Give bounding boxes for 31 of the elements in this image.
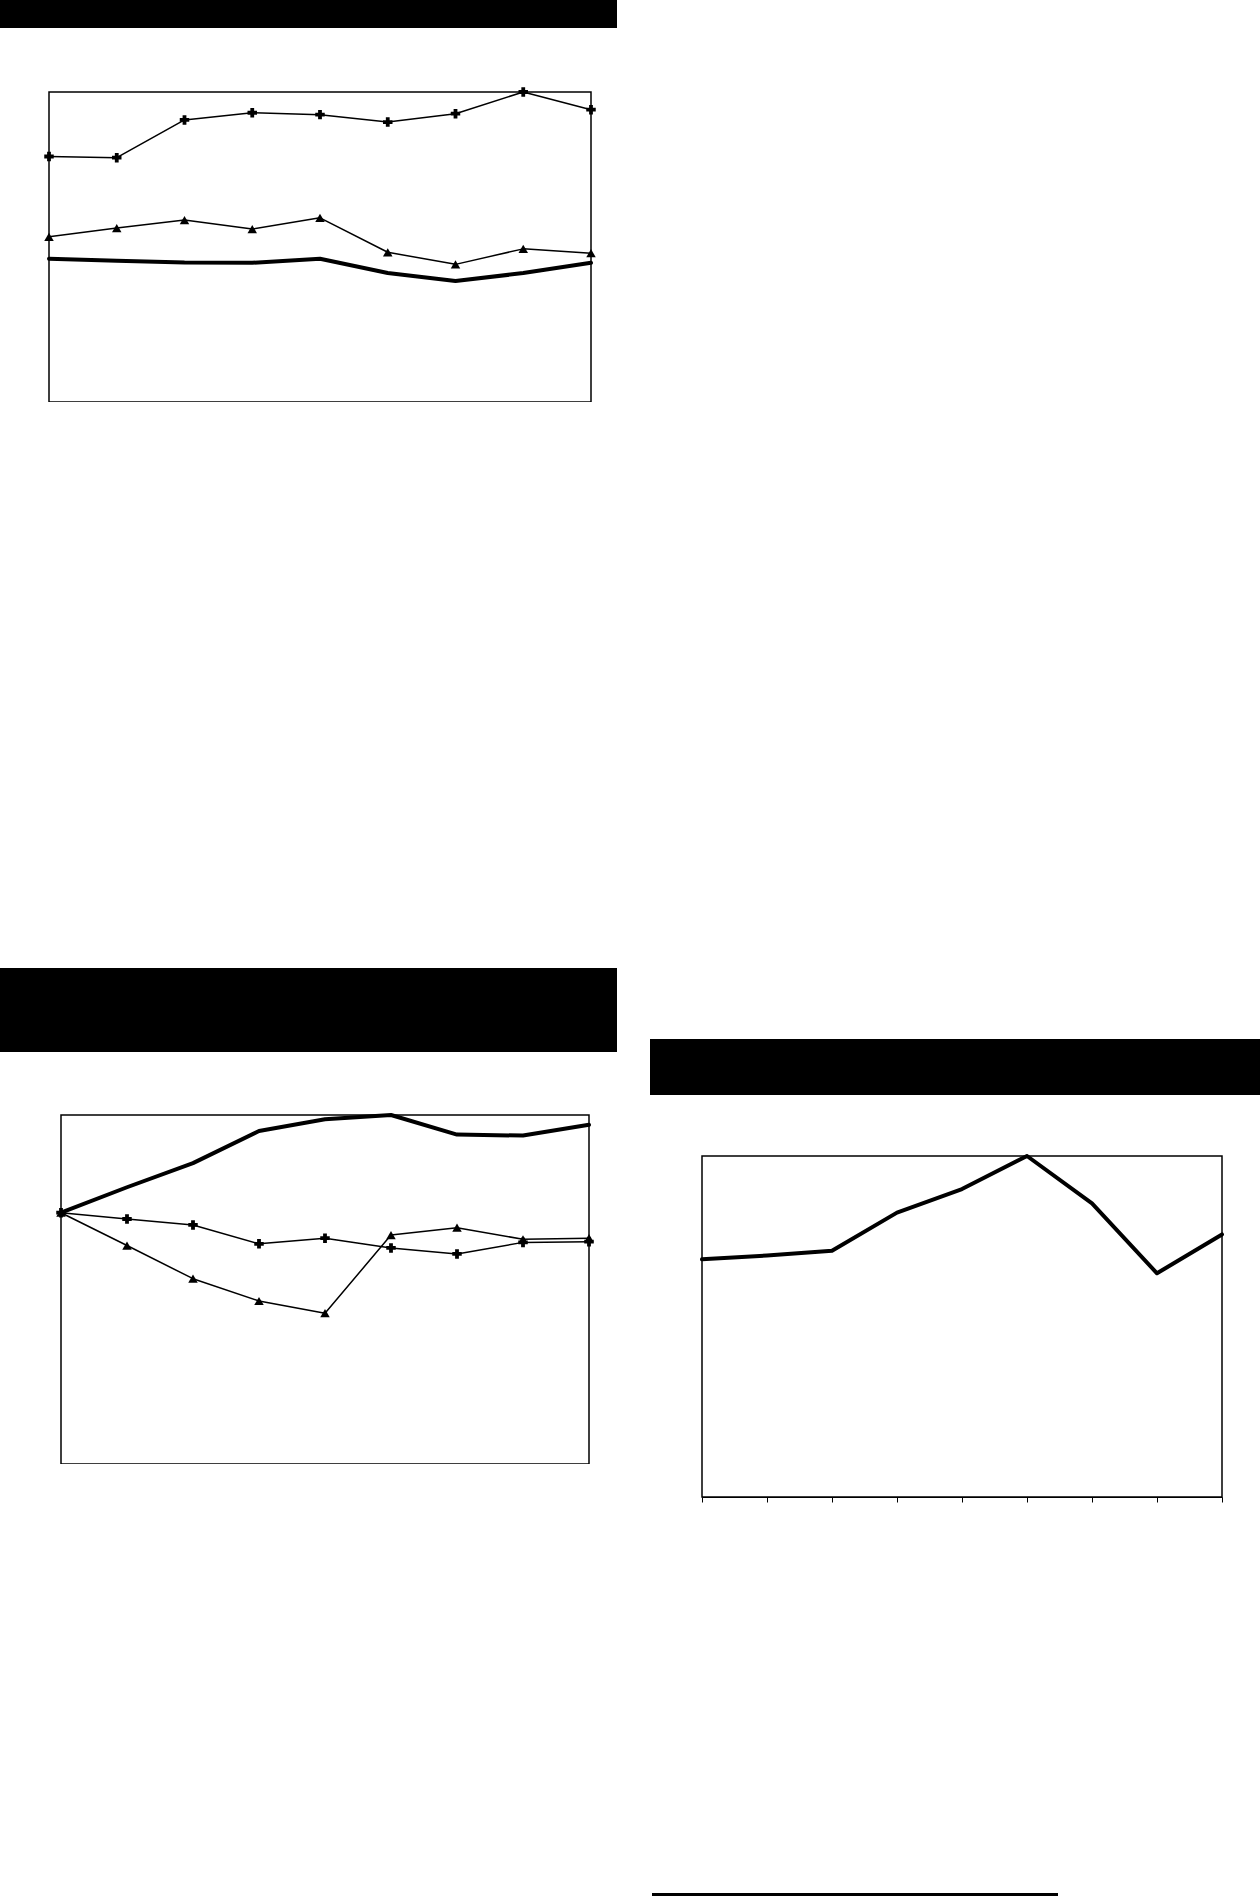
point	[452, 1223, 462, 1232]
point	[112, 223, 122, 233]
point	[247, 108, 257, 118]
point	[386, 1243, 396, 1253]
point	[452, 1249, 462, 1259]
point	[122, 1241, 132, 1250]
point	[518, 244, 528, 253]
point	[247, 224, 257, 234]
point	[383, 248, 393, 257]
point	[315, 109, 325, 120]
point	[586, 249, 596, 258]
point	[586, 104, 596, 115]
point	[320, 1309, 330, 1318]
point	[315, 213, 325, 222]
point	[254, 1296, 264, 1306]
point	[386, 1230, 396, 1240]
point	[518, 1235, 528, 1244]
point	[450, 260, 461, 269]
point	[584, 1234, 594, 1243]
point	[254, 1239, 264, 1249]
point	[320, 1233, 330, 1243]
point	[179, 115, 190, 125]
point	[122, 1214, 132, 1224]
point	[44, 151, 54, 162]
point	[518, 87, 528, 97]
point	[188, 1274, 198, 1283]
point	[179, 215, 190, 225]
point	[112, 152, 122, 163]
point	[383, 117, 393, 127]
point	[44, 232, 54, 241]
point	[188, 1220, 198, 1230]
